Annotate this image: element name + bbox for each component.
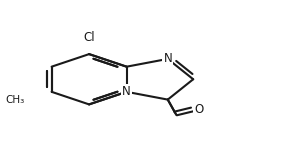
Text: Cl: Cl — [83, 31, 95, 44]
Text: N: N — [163, 52, 172, 65]
Text: O: O — [195, 103, 204, 116]
Text: N: N — [122, 85, 131, 98]
Text: CH₃: CH₃ — [5, 95, 25, 105]
